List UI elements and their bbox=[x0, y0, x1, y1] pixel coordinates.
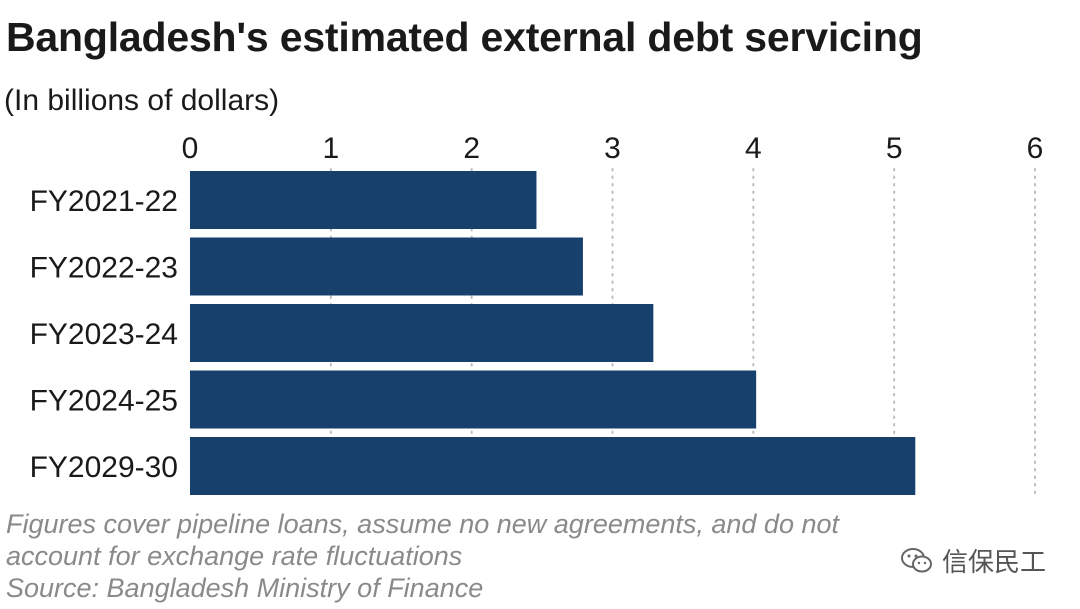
x-tick-label: 1 bbox=[322, 132, 339, 165]
chart-title: Bangladesh's estimated external debt ser… bbox=[6, 14, 923, 60]
wechat-icon bbox=[901, 547, 932, 572]
x-tick-label: 4 bbox=[745, 132, 762, 165]
x-tick-label: 0 bbox=[182, 132, 199, 165]
y-category-label: FY2023-24 bbox=[30, 318, 178, 351]
source-note: Source: Bangladesh Ministry of Finance bbox=[6, 573, 484, 603]
y-category-label: FY2022-23 bbox=[30, 252, 178, 285]
chart-notes: Figures cover pipeline loans, assume no … bbox=[6, 508, 839, 604]
watermark-text: 信保民工 bbox=[942, 547, 1047, 577]
chart-subtitle: (In billions of dollars) bbox=[4, 84, 280, 117]
note-line-1: Figures cover pipeline loans, assume no … bbox=[6, 509, 839, 539]
x-tick-label: 2 bbox=[463, 132, 480, 165]
bar-fy2029-30 bbox=[190, 437, 916, 495]
bar-fy2022-23 bbox=[190, 237, 583, 296]
y-category-label: FY2029-30 bbox=[30, 451, 178, 484]
bar-fy2023-24 bbox=[190, 304, 654, 362]
y-category-label: FY2024-25 bbox=[30, 385, 178, 418]
x-tick-label: 5 bbox=[886, 132, 903, 165]
x-tick-label: 3 bbox=[604, 132, 621, 165]
watermark: 信保民工 bbox=[900, 542, 1046, 579]
bar-chart: 0 1 2 3 4 5 6 FY2021-22 FY2022-23 FY2023-24 FY2024… bbox=[30, 132, 1044, 499]
x-tick-label: 6 bbox=[1027, 132, 1044, 165]
note-line-2: account for exchange rate fluctuations bbox=[6, 541, 463, 571]
bar-fy2021-22 bbox=[190, 171, 537, 229]
bar-fy2024-25 bbox=[190, 370, 757, 429]
y-category-label: FY2021-22 bbox=[30, 185, 178, 218]
